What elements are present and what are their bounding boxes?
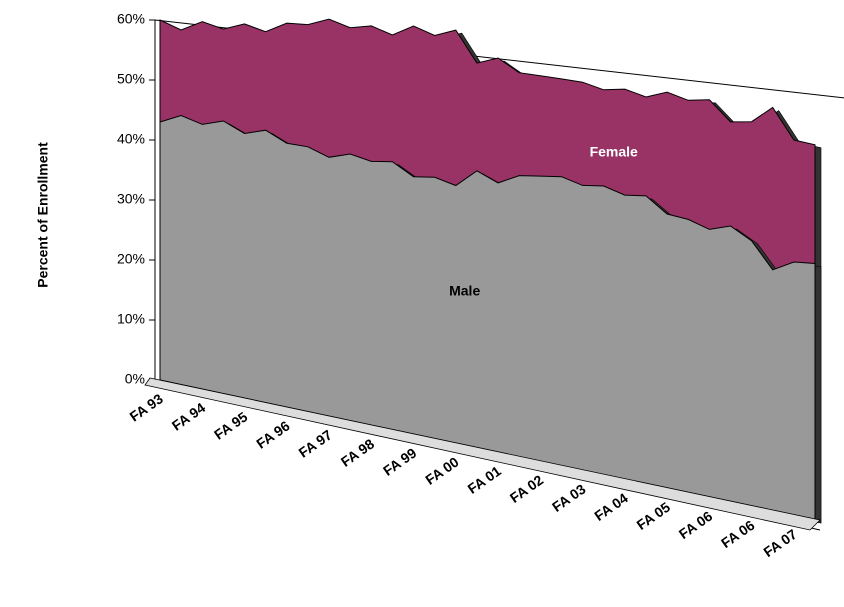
floor — [144, 377, 821, 531]
x-tick-label: FA 00 — [422, 453, 462, 487]
x-tick-label: FA 98 — [338, 435, 378, 469]
x-tick-label: FA 94 — [169, 399, 209, 433]
y-tick-label: 20% — [117, 251, 145, 267]
y-tick-label: 30% — [117, 191, 145, 207]
x-tick-label: FA 07 — [760, 526, 800, 560]
y-tick-label: 0% — [125, 371, 145, 387]
y-tick-label: 10% — [117, 311, 145, 327]
x-tick-label: FA 96 — [253, 417, 293, 451]
x-tick-label: FA 06 — [676, 508, 716, 542]
x-tick-label: FA 06 — [718, 517, 758, 551]
x-tick-label: FA 97 — [296, 426, 336, 460]
x-tick-label: FA 95 — [211, 408, 251, 442]
y-tick-label: 40% — [117, 131, 145, 147]
y-tick-label: 60% — [117, 11, 145, 27]
x-tick-label: FA 03 — [549, 481, 589, 515]
series-label: Male — [449, 283, 480, 299]
y-axis-label: Percent of Enrollment — [35, 142, 51, 288]
x-tick-label: FA 05 — [634, 499, 674, 533]
series-label: Female — [590, 144, 638, 160]
x-tick-label: FA 02 — [507, 472, 547, 506]
x-tick-label: FA 93 — [126, 390, 166, 424]
area — [159, 114, 816, 521]
x-tick-label: FA 99 — [380, 444, 420, 478]
x-tick-label: FA 01 — [465, 463, 505, 497]
x-tick-label: FA 04 — [591, 490, 631, 524]
y-tick-label: 50% — [117, 71, 145, 87]
